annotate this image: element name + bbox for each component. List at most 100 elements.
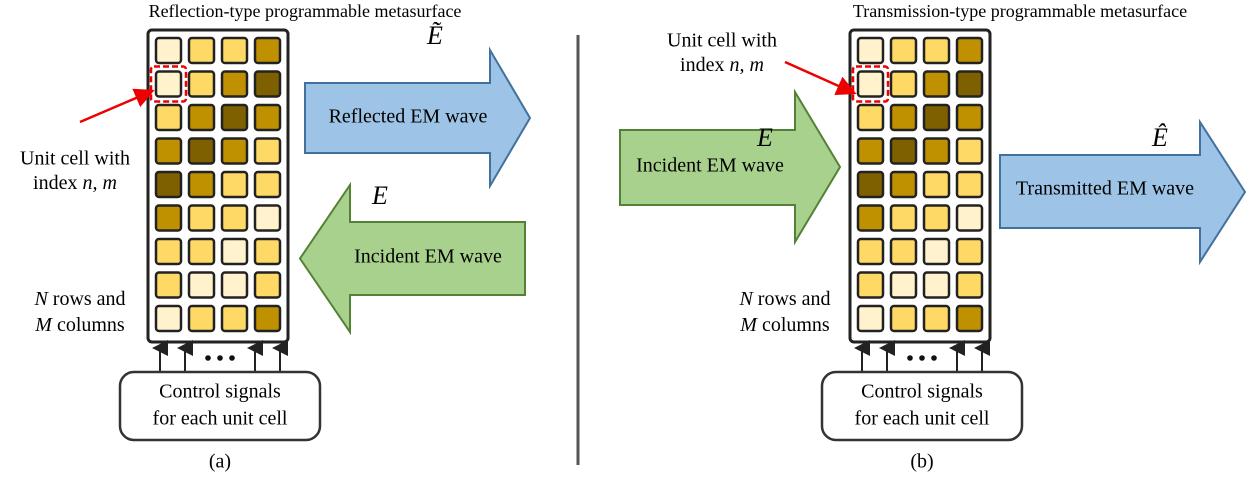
unit-cell xyxy=(187,70,216,98)
pointer-arrow xyxy=(79,88,155,124)
unit-cell xyxy=(187,36,216,65)
unit-cell xyxy=(856,103,885,132)
unit-cell xyxy=(253,237,282,266)
grid-size-var: M xyxy=(34,314,53,336)
unit-cell xyxy=(922,103,951,132)
unit-cell xyxy=(922,204,951,232)
pointer-arrow xyxy=(784,60,857,95)
grid-size-text: columns xyxy=(762,314,830,336)
unit-cell xyxy=(154,237,183,266)
outgoing-wave-label: Transmitted EM wave xyxy=(1016,178,1194,200)
panel: Transmission-type programmable metasurfa… xyxy=(619,1,1247,473)
unit-cell xyxy=(220,237,249,266)
grid-size-text: columns xyxy=(57,314,125,336)
unit-cell xyxy=(889,36,918,65)
unit-cell xyxy=(889,237,918,266)
unit-cell xyxy=(856,170,885,199)
ellipsis-dot xyxy=(217,355,223,361)
unit-cell xyxy=(187,304,216,333)
unit-cell xyxy=(856,137,885,165)
ellipsis-dot xyxy=(931,355,937,361)
unit-cell-label: Unit cell with xyxy=(20,148,130,170)
unit-cell-label-text: index xyxy=(33,172,77,194)
unit-cell-label: Unit cell with xyxy=(667,30,777,52)
outgoing-wave-symbol: Ê xyxy=(1151,123,1168,152)
panel-caption: (b) xyxy=(910,451,933,473)
unit-cell xyxy=(955,204,984,232)
unit-cell xyxy=(187,271,216,299)
unit-cell xyxy=(154,271,183,299)
unit-cell xyxy=(955,36,984,65)
unit-cell xyxy=(922,170,951,199)
unit-cell-label: index n, m xyxy=(680,54,764,76)
ellipsis-dot xyxy=(919,355,925,361)
outgoing-wave-arrow xyxy=(999,118,1247,266)
grid-size-text: rows and xyxy=(758,288,831,310)
unit-cell xyxy=(220,271,249,299)
unit-cell xyxy=(220,204,249,232)
unit-cell xyxy=(922,36,951,65)
highlight-box xyxy=(149,65,188,103)
control-label: Control signals xyxy=(861,381,983,403)
unit-cell xyxy=(154,170,183,199)
control-box xyxy=(820,370,1024,442)
incident-wave-symbol: E xyxy=(756,123,773,152)
grid-size-var: N xyxy=(33,288,49,310)
unit-cell xyxy=(253,170,282,199)
panel-title: Transmission-type programmable metasurfa… xyxy=(853,1,1187,21)
outgoing-wave-arrow xyxy=(304,46,532,190)
unit-cell xyxy=(856,304,885,333)
unit-cell xyxy=(889,304,918,333)
metasurface xyxy=(146,28,290,344)
unit-cell xyxy=(154,36,183,65)
unit-cell xyxy=(889,137,918,165)
unit-cell xyxy=(955,170,984,199)
unit-cell xyxy=(889,271,918,299)
ellipsis-dot xyxy=(229,355,235,361)
unit-cell-label: index n, m xyxy=(33,172,117,194)
unit-cell xyxy=(889,70,918,98)
unit-cell xyxy=(220,304,249,333)
unit-cell xyxy=(220,137,249,165)
unit-cell-index: n, m xyxy=(82,172,116,194)
unit-cell xyxy=(187,137,216,165)
grid-size-var: N xyxy=(738,288,754,310)
unit-cell xyxy=(955,304,984,333)
unit-cell xyxy=(922,271,951,299)
unit-cell xyxy=(955,103,984,132)
unit-cell xyxy=(955,137,984,165)
unit-cell-index: n, m xyxy=(729,54,763,76)
unit-cell xyxy=(253,70,282,98)
unit-cell xyxy=(856,271,885,299)
unit-cell xyxy=(154,103,183,132)
unit-cell xyxy=(922,237,951,266)
incident-wave-arrow xyxy=(619,88,842,246)
unit-cell xyxy=(856,36,885,65)
control-label: for each unit cell xyxy=(855,408,990,430)
highlight-box xyxy=(851,65,890,103)
unit-cell xyxy=(955,271,984,299)
unit-cell xyxy=(187,237,216,266)
control-box xyxy=(118,370,322,442)
unit-cell xyxy=(253,36,282,65)
incident-wave-arrow xyxy=(298,181,526,336)
unit-cell xyxy=(253,103,282,132)
unit-cell xyxy=(154,204,183,232)
unit-cell xyxy=(955,70,984,98)
unit-cell xyxy=(154,137,183,165)
unit-cell xyxy=(187,170,216,199)
unit-cell xyxy=(856,70,885,98)
panel-caption: (a) xyxy=(209,451,231,473)
unit-cell-label-text: index xyxy=(680,54,724,76)
panel-title: Reflection-type programmable metasurface xyxy=(149,1,462,21)
unit-cell xyxy=(220,103,249,132)
unit-cell xyxy=(154,304,183,333)
unit-cell xyxy=(856,237,885,266)
unit-cell xyxy=(253,137,282,165)
ellipsis-dot xyxy=(907,355,913,361)
incident-wave-label: Incident EM wave xyxy=(354,246,502,268)
unit-cell xyxy=(187,204,216,232)
